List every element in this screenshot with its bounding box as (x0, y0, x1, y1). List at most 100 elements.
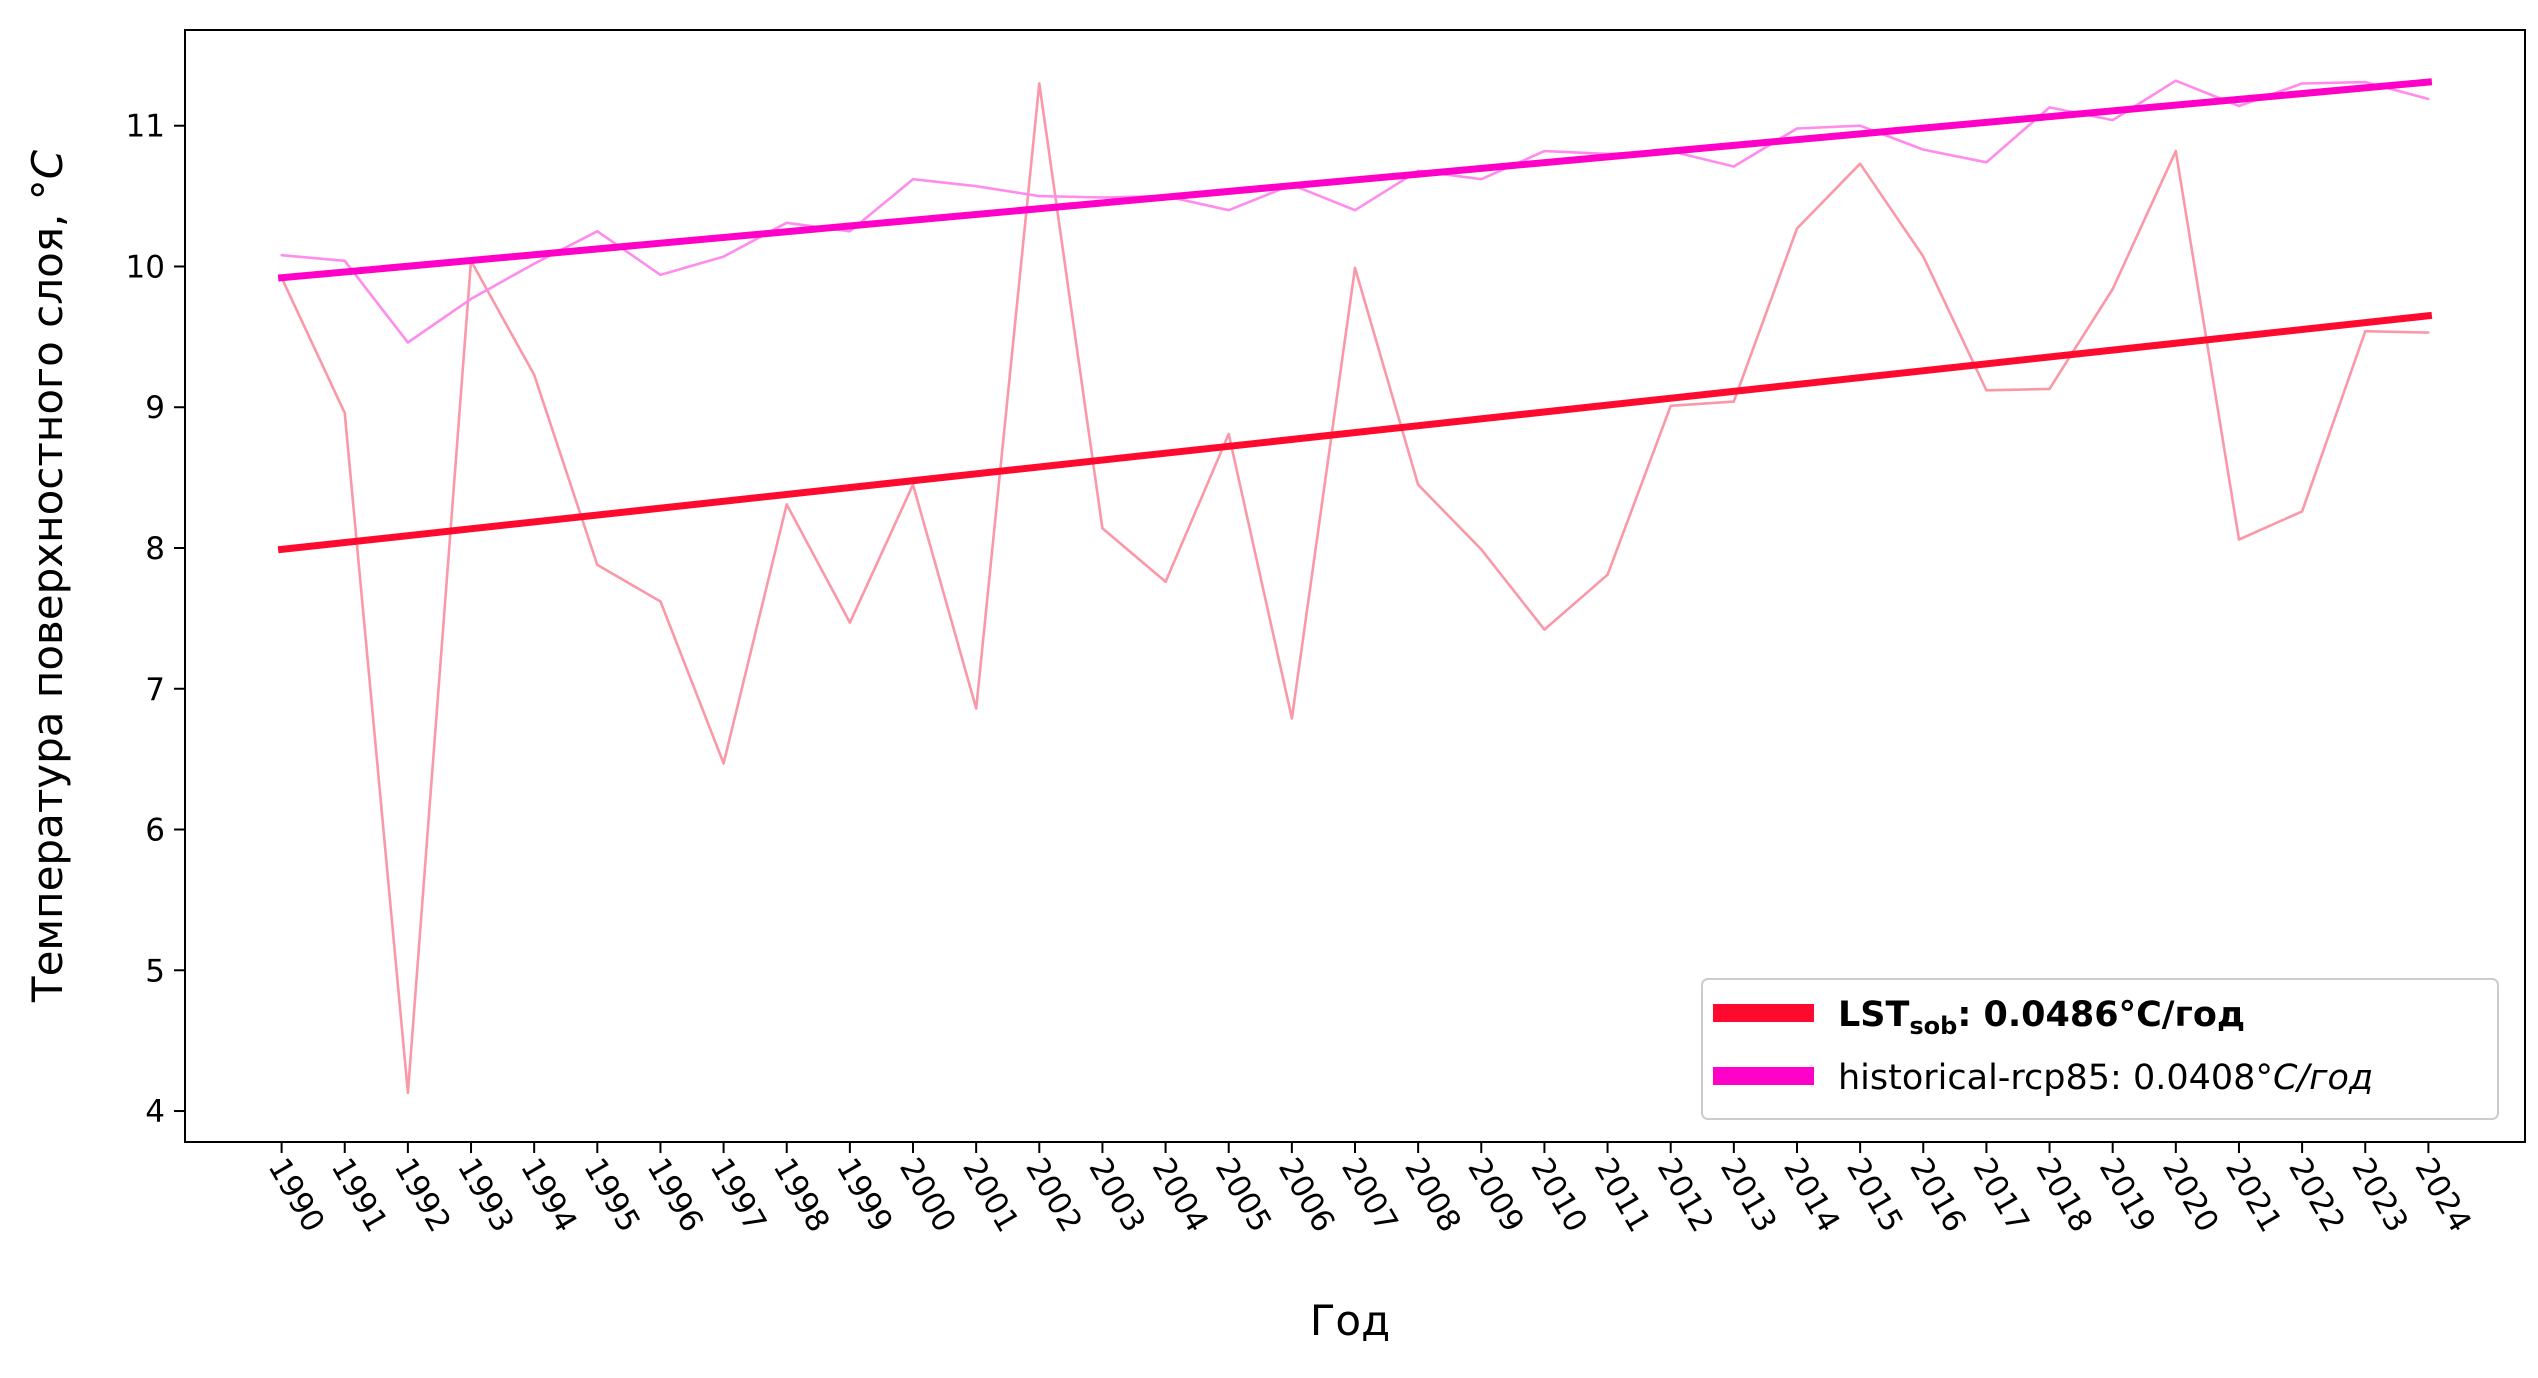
data-point (2300, 510, 2304, 513)
legend-rcp85-unit: °C/год (2255, 1058, 2373, 1098)
legend-rcp85-text: historical-rcp85: 0.0408 (1838, 1058, 2255, 1098)
data-point (1543, 628, 1546, 631)
x-tick-label: 2016 (1902, 1152, 1973, 1238)
x-tick-label: 2010 (1523, 1152, 1594, 1238)
x-tick-label: 2021 (2218, 1152, 2289, 1238)
data-point (785, 503, 788, 506)
data-point (659, 600, 662, 603)
data-point (1227, 208, 1230, 212)
data-point (1985, 161, 1988, 164)
y-axis-label: Температура поверхностного слоя, °C (23, 149, 72, 1003)
data-point (1353, 266, 1357, 270)
x-tick-label: 2022 (2281, 1152, 2352, 1238)
x-tick-label: 2023 (2344, 1152, 2415, 1238)
x-tick-label: 1994 (513, 1152, 584, 1238)
x-axis-label: Год (1310, 1296, 1390, 1345)
x-tick-label: 2001 (955, 1152, 1026, 1238)
data-point (1038, 82, 1041, 85)
data-point (2237, 538, 2241, 541)
x-tick-label: 2020 (2155, 1152, 2226, 1238)
data-point (280, 254, 283, 257)
data-point (1922, 148, 1925, 151)
data-point (343, 259, 346, 263)
x-tick-label: 2019 (2092, 1152, 2163, 1238)
data-point (1985, 389, 1988, 392)
legend-box (1701, 978, 2499, 1120)
data-point (1101, 527, 1104, 530)
data-point (848, 230, 852, 233)
y-axis-label-main: Температура поверхностного слоя, (23, 200, 72, 1003)
y-tick-label: 10 (126, 249, 165, 285)
data-point (532, 262, 536, 265)
data-point (2427, 331, 2430, 334)
y-tick-label: 5 (145, 953, 165, 989)
series-layer (280, 79, 2430, 1094)
data-point (1543, 149, 1546, 153)
data-point (2300, 82, 2304, 85)
data-point (1416, 483, 1420, 486)
x-tick-label: 2000 (892, 1152, 963, 1238)
x-tick-label: 2018 (2029, 1152, 2100, 1238)
x-tick-label: 2003 (1082, 1152, 1153, 1238)
x-tick-label: 2014 (1776, 1152, 1847, 1238)
legend-label-rcp85: historical-rcp85: 0.0408°C/год (1838, 1058, 2373, 1098)
data-point (1480, 178, 1483, 181)
x-tick-label: 2017 (1965, 1152, 2036, 1238)
x-tick-label: 1999 (829, 1152, 900, 1238)
data-point (2048, 387, 2051, 391)
x-tick-label: 2002 (1018, 1152, 1089, 1238)
data-point (1669, 404, 1672, 408)
data-point (911, 178, 915, 181)
data-point (1795, 127, 1799, 130)
data-point (1480, 548, 1483, 551)
data-point (659, 273, 662, 277)
legend-lst-rest: : 0.0486°C/год (1957, 995, 2245, 1035)
legend: LSTsob: 0.0486°C/год historical-rcp85: 0… (1701, 978, 2499, 1120)
data-point (2174, 79, 2178, 82)
x-tick-label: 2004 (1145, 1152, 1216, 1238)
data-point (1101, 196, 1104, 199)
y-axis-label-unit: °C (23, 149, 72, 200)
x-tick-label: 2024 (2407, 1152, 2478, 1238)
x-tick-label: 1997 (703, 1152, 774, 1238)
data-point (406, 1091, 410, 1094)
x-axis-ticks: 1990199119921993199419951996199719981999… (261, 1142, 2478, 1238)
y-tick-label: 9 (145, 390, 165, 426)
data-point (2237, 104, 2241, 108)
data-point (1353, 208, 1357, 212)
legend-lst-subscript: sob (1909, 1012, 1957, 1040)
x-tick-label: 1990 (261, 1152, 332, 1238)
data-point (343, 411, 346, 415)
data-point (1164, 580, 1167, 583)
x-tick-label: 2015 (1839, 1152, 1910, 1238)
trend-layer (277, 78, 2433, 554)
legend-lst-main: LST (1838, 995, 1910, 1035)
data-point (2048, 106, 2051, 109)
y-axis-ticks: 4 5 6 7 8 9 10 11 (126, 109, 185, 1130)
trend-line-rcp85 (277, 78, 2433, 282)
data-point (532, 373, 536, 377)
y-tick-label: 8 (145, 531, 165, 567)
data-point (406, 341, 410, 344)
data-point (2427, 97, 2430, 101)
data-point (2111, 287, 2114, 291)
data-point (848, 621, 852, 624)
x-tick-label: 1993 (450, 1152, 521, 1238)
x-tick-label: 2012 (1650, 1152, 1721, 1238)
x-tick-label: 1992 (387, 1152, 458, 1238)
y-tick-label: 11 (126, 109, 165, 145)
data-point (722, 762, 725, 765)
data-point (722, 255, 725, 258)
plot-frame (184, 29, 2526, 1143)
y-tick-label: 6 (145, 813, 165, 849)
x-tick-label: 2008 (1397, 1152, 1468, 1238)
data-point (1858, 162, 1862, 165)
x-tick-label: 2011 (1587, 1152, 1658, 1238)
x-tick-label: 1991 (324, 1152, 395, 1238)
data-point (2364, 330, 2367, 333)
legend-label-lst: LSTsob: 0.0486°C/год (1838, 995, 2245, 1040)
x-tick-label: 1996 (640, 1152, 711, 1238)
data-point (1606, 573, 1609, 576)
trend-line-lst (277, 311, 2433, 554)
